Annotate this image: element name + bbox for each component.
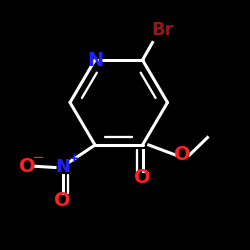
Text: N: N xyxy=(55,158,70,176)
Text: O: O xyxy=(54,190,71,210)
Text: Br: Br xyxy=(151,21,174,39)
Text: O: O xyxy=(19,157,36,176)
Text: +: + xyxy=(68,152,79,164)
Text: −: − xyxy=(32,150,44,165)
Text: O: O xyxy=(174,146,191,165)
Text: N: N xyxy=(87,50,103,70)
Text: O: O xyxy=(134,168,151,187)
